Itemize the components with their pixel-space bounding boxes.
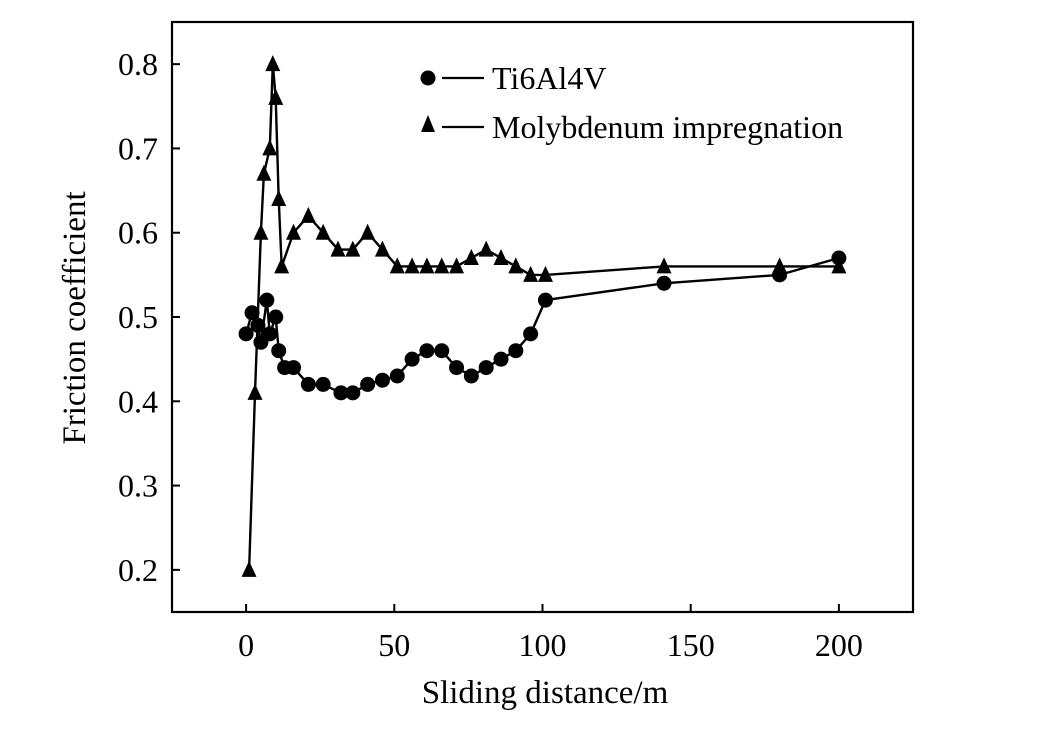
series-ti6al4v — [238, 250, 847, 401]
data-point — [360, 223, 376, 240]
data-point — [345, 385, 361, 401]
data-point — [537, 292, 553, 308]
data-point — [434, 257, 450, 274]
legend-circle-marker — [420, 70, 436, 86]
data-point — [478, 360, 494, 376]
y-tick-label: 0.4 — [118, 383, 158, 419]
data-point — [271, 343, 287, 359]
data-point — [315, 223, 331, 240]
series-molybdenum-impregnation — [241, 55, 847, 577]
data-point — [286, 360, 302, 376]
data-point — [389, 257, 405, 274]
data-point — [360, 376, 376, 392]
x-tick-label: 50 — [378, 627, 410, 663]
data-point — [493, 249, 509, 265]
y-tick-label: 0.2 — [118, 552, 158, 588]
data-point — [256, 164, 272, 181]
data-point — [333, 385, 349, 401]
data-point — [315, 376, 331, 392]
y-axis-ticks: 0.2 0.3 0.4 0.5 0.6 0.7 0.8 — [118, 46, 180, 588]
data-point — [772, 257, 788, 274]
data-point — [508, 343, 524, 359]
y-tick-label: 0.8 — [118, 46, 158, 82]
legend-label-ti6al4v: Ti6Al4V — [492, 60, 606, 96]
data-point — [238, 326, 254, 342]
data-point — [656, 257, 672, 274]
data-point — [463, 249, 479, 265]
data-point — [478, 240, 494, 257]
data-point — [656, 275, 672, 291]
data-point — [374, 372, 390, 388]
data-point — [244, 305, 260, 321]
data-point — [537, 265, 553, 282]
series-layer — [238, 55, 847, 577]
x-tick-label: 0 — [238, 627, 254, 663]
x-axis-title: Sliding distance/m — [422, 675, 669, 711]
data-point — [253, 223, 269, 240]
data-point — [449, 257, 465, 274]
data-point — [404, 351, 420, 367]
data-point — [268, 309, 284, 325]
data-point — [345, 240, 361, 257]
data-point — [286, 223, 302, 240]
data-point — [389, 368, 405, 384]
data-point — [463, 368, 479, 384]
data-point — [268, 88, 284, 105]
data-point — [265, 55, 281, 72]
data-point — [831, 257, 847, 274]
data-point — [262, 326, 278, 342]
legend-item-ti6al4v: Ti6Al4V — [420, 60, 606, 96]
data-point — [523, 326, 539, 342]
legend-triangle-marker — [421, 115, 435, 132]
data-point — [247, 383, 263, 400]
legend-item-molybdenum: Molybdenum impregnation — [421, 109, 843, 145]
y-axis-title: Friction coefficient — [57, 191, 93, 444]
x-tick-label: 100 — [519, 627, 567, 663]
data-point — [523, 265, 539, 282]
data-point — [262, 139, 278, 156]
data-point — [434, 343, 450, 359]
data-point — [300, 206, 316, 223]
data-point — [449, 360, 465, 376]
data-point — [274, 257, 290, 274]
data-point — [330, 240, 346, 257]
data-point — [374, 240, 390, 257]
y-tick-label: 0.3 — [118, 468, 158, 504]
x-tick-label: 150 — [667, 627, 715, 663]
y-tick-label: 0.7 — [118, 130, 158, 166]
data-point — [259, 292, 275, 308]
y-tick-label: 0.6 — [118, 215, 158, 251]
data-point — [508, 257, 524, 274]
legend-label-molybdenum: Molybdenum impregnation — [492, 109, 843, 145]
y-tick-label: 0.5 — [118, 299, 158, 335]
data-point — [493, 351, 509, 367]
x-tick-label: 200 — [815, 627, 863, 663]
data-point — [404, 257, 420, 274]
legend: Ti6Al4V Molybdenum impregnation — [420, 60, 843, 145]
data-point — [419, 343, 435, 359]
data-point — [271, 190, 287, 206]
data-point — [419, 257, 435, 274]
data-point — [241, 560, 257, 577]
data-point — [300, 376, 316, 392]
x-axis-ticks: 0 50 100 150 200 — [238, 604, 863, 663]
